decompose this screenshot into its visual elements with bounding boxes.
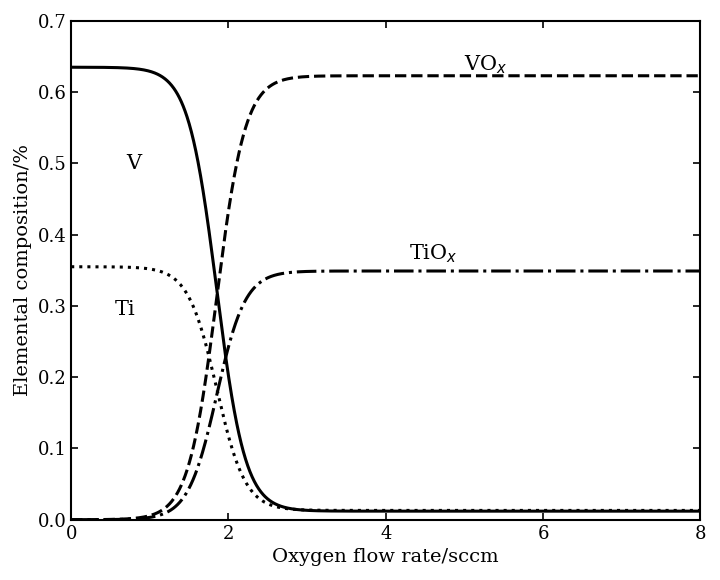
Text: TiO$_x$: TiO$_x$ bbox=[410, 242, 458, 265]
X-axis label: Oxygen flow rate/sccm: Oxygen flow rate/sccm bbox=[272, 548, 499, 566]
Text: Ti: Ti bbox=[114, 300, 135, 319]
Text: V: V bbox=[126, 154, 141, 173]
Text: VO$_x$: VO$_x$ bbox=[464, 54, 508, 77]
Y-axis label: Elemental composition/%: Elemental composition/% bbox=[14, 144, 32, 396]
